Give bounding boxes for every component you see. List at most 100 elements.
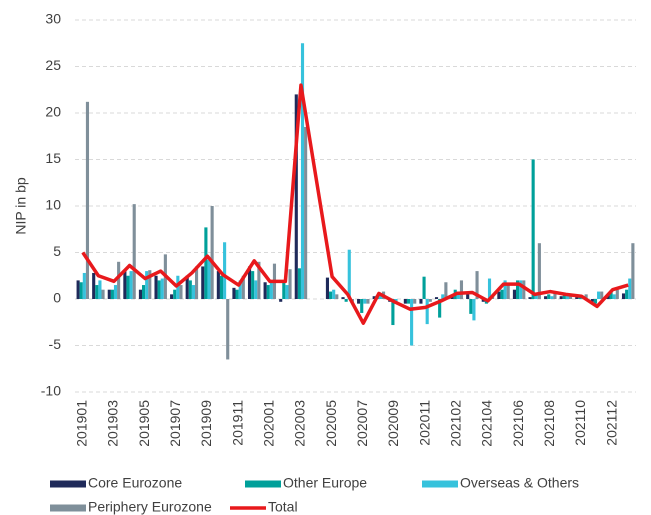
legend-label: Periphery Eurozone [88,499,212,515]
y-tick-label: -10 [41,383,61,399]
bar [282,282,286,299]
x-tick-label: 201907 [167,400,183,447]
x-tick-label: 202110 [572,400,588,446]
legend-label: Total [268,499,298,515]
legend-swatch [422,480,458,488]
bar [179,285,183,299]
x-tick-label: 202011 [416,400,432,446]
x-tick-label: 202104 [479,400,495,447]
bar [584,294,588,299]
x-tick-label: 201903 [105,400,121,447]
bar [472,299,476,321]
bar [132,204,136,299]
bar [363,299,367,304]
bar [378,294,382,299]
y-tick-label: 25 [45,57,61,73]
bar [516,280,520,299]
bar [207,259,211,299]
bar [441,294,445,299]
bar [341,297,345,299]
bar [107,289,111,299]
x-tick-label: 202001 [260,400,276,447]
bar [434,297,439,299]
bar [257,261,261,299]
bar [422,276,426,299]
bar [129,271,133,299]
bar [344,299,348,302]
bar [117,261,121,299]
bar [503,280,507,299]
bar [110,289,114,299]
bar [391,299,395,326]
bar [216,271,220,299]
bar [568,296,573,299]
bar [191,285,195,299]
bar [615,289,619,299]
bar [335,294,339,299]
bar [332,289,336,299]
bar [285,285,289,299]
x-tick-label: 202005 [323,400,339,447]
bar [269,280,273,299]
bar [403,299,407,304]
bar [201,266,205,299]
bar [95,285,99,299]
bar [497,291,501,299]
legend-label: Other Europe [283,475,367,491]
bar [157,280,161,299]
bar [254,280,258,299]
bar [438,299,442,318]
bar [204,227,208,299]
bar [288,269,292,299]
bar [544,296,548,299]
bar [297,268,301,299]
y-tick-label: 0 [53,290,61,306]
bar [519,280,523,299]
y-tick-label: 10 [45,197,61,213]
bar [247,266,252,299]
bar [506,285,510,299]
bar [98,280,102,299]
legend-swatch [50,480,86,488]
bar [101,289,105,299]
bar [419,299,423,304]
bar [170,294,174,299]
bar [559,296,563,299]
bar [406,299,411,304]
y-tick-label: 30 [45,11,61,27]
y-tick-label: -5 [49,336,62,352]
bar [512,289,517,299]
bar [241,275,245,299]
bar [609,291,613,299]
x-tick-label: 202102 [447,400,463,447]
bar [487,278,492,299]
bar [534,294,538,299]
bar [562,294,566,299]
bar [185,275,189,299]
x-tick-label: 202112 [603,400,619,446]
bar [425,299,429,325]
bar [194,266,199,299]
bar [475,271,479,299]
bar [553,291,557,299]
x-tick-label: 202007 [354,400,370,447]
bar [500,289,504,299]
bar [325,277,330,299]
bar [145,271,149,299]
legend-label: Overseas & Others [460,475,579,491]
bar [126,275,130,299]
x-tick-label: 201909 [198,400,214,447]
bar [466,294,470,299]
x-tick-label: 202108 [541,400,557,447]
bar [123,271,127,299]
line [81,83,629,325]
bar [142,285,146,299]
bar [575,297,579,299]
legend-label: Core Eurozone [88,475,182,491]
bar [625,289,629,299]
bar [138,289,143,299]
bar [300,43,305,299]
bar [612,294,616,299]
y-tick-label: 15 [45,150,61,166]
